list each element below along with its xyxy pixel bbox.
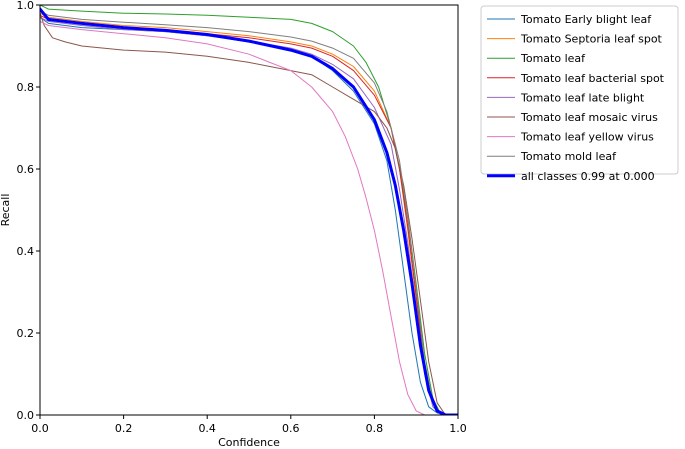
- series-layer: [40, 5, 458, 415]
- legend-entry-label: all classes 0.99 at 0.000: [521, 170, 655, 183]
- x-axis-label: Confidence: [218, 436, 280, 449]
- x-axis: 0.0 0.2 0.4 0.6 0.8 1.0: [31, 415, 467, 435]
- legend: Tomato Early blight leaf Tomato Septoria …: [480, 5, 679, 183]
- legend-entry-label: Tomato leaf bacterial spot: [520, 72, 665, 85]
- plot-area: [40, 5, 458, 415]
- y-tick-label: 0.6: [17, 163, 35, 176]
- legend-entry-label: Tomato mold leaf: [520, 150, 617, 163]
- y-axis: 0.0 0.2 0.4 0.6 0.8 1.0: [17, 0, 40, 422]
- y-axis-label: Recall: [0, 194, 12, 227]
- x-tick-label: 1.0: [449, 422, 467, 435]
- series-line-9: [40, 7, 458, 415]
- legend-entry-label: Tomato leaf late blight: [520, 91, 645, 104]
- y-tick-label: 0.0: [17, 409, 35, 422]
- legend-entry-label: Tomato leaf: [520, 52, 586, 65]
- series-line-7: [40, 20, 458, 415]
- y-tick-label: 1.0: [17, 0, 35, 12]
- legend-entry-label: Tomato Early blight leaf: [520, 13, 652, 26]
- x-tick-label: 0.4: [198, 422, 216, 435]
- x-tick-label: 0.8: [366, 422, 384, 435]
- legend-entry-label: Tomato leaf yellow virus: [520, 131, 654, 144]
- x-tick-label: 0.6: [282, 422, 300, 435]
- x-tick-label: 0.2: [115, 422, 133, 435]
- legend-entry-label: Tomato leaf mosaic virus: [520, 111, 658, 124]
- plot-frame: [39, 4, 459, 416]
- x-tick-label: 0.0: [31, 422, 49, 435]
- y-tick-label: 0.8: [17, 81, 35, 94]
- legend-frame: [480, 5, 679, 175]
- y-tick-label: 0.4: [17, 245, 35, 258]
- y-tick-label: 0.2: [17, 327, 35, 340]
- series-line-3: [40, 5, 458, 415]
- legend-entry-label: Tomato Septoria leaf spot: [520, 33, 663, 46]
- series-line-6: [40, 12, 458, 415]
- series-line-8: [40, 10, 458, 415]
